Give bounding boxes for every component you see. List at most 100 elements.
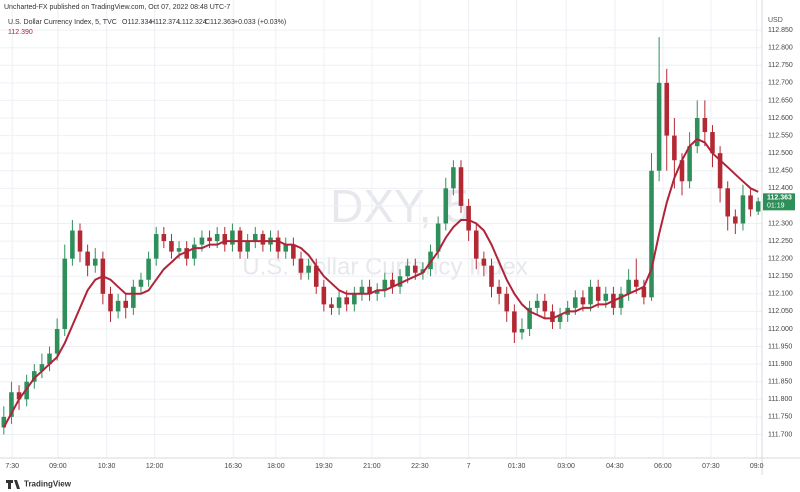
candle-body xyxy=(298,258,304,273)
x-tick-label: 03:00 xyxy=(557,463,575,470)
x-tick-label: 7:30 xyxy=(5,463,19,470)
candle-body xyxy=(54,328,60,354)
symbol-line: U.S. Dollar Currency Index, 5, TVC xyxy=(8,19,117,26)
candle-body xyxy=(451,167,456,189)
candle-body xyxy=(649,170,654,298)
candle-body xyxy=(138,279,144,287)
candle-body xyxy=(85,251,90,266)
candle-body xyxy=(336,297,342,308)
y-tick-label: 111.950 xyxy=(768,343,792,350)
moving-average xyxy=(2,137,759,428)
candle-body xyxy=(214,234,220,242)
x-tick-label: 7 xyxy=(467,463,471,470)
x-tick-label: 07:30 xyxy=(702,463,720,470)
y-tick-label: 112.850 xyxy=(768,27,793,34)
candle-body xyxy=(321,286,327,305)
candle-body xyxy=(550,311,555,322)
ohlc-open: O112.334 xyxy=(122,19,152,26)
brand: TradingView xyxy=(24,480,72,489)
candle-body xyxy=(39,364,45,372)
candle-body xyxy=(397,276,403,287)
candle-body xyxy=(146,258,151,280)
y-tick-label: 112.200 xyxy=(768,255,793,262)
ohlc-high: H112.374 xyxy=(150,19,180,26)
candle-body xyxy=(260,234,266,245)
candle-body xyxy=(519,328,525,333)
candle-body xyxy=(694,118,700,147)
brand-logo xyxy=(6,480,20,489)
y-tick-label: 112.400 xyxy=(768,185,793,192)
candle-body xyxy=(382,279,388,291)
x-tick-label: 06:00 xyxy=(654,463,672,470)
x-tick-label: 16:30 xyxy=(224,463,242,470)
candle-body xyxy=(702,118,708,133)
candle-body xyxy=(557,314,563,322)
candle-body xyxy=(641,286,647,298)
y-tick-label: 112.500 xyxy=(768,150,793,157)
candle-body xyxy=(199,237,205,245)
candle-body xyxy=(603,293,609,301)
y-tick-label: 111.800 xyxy=(768,396,792,403)
candle-body xyxy=(405,265,410,277)
candle-body xyxy=(70,230,75,259)
candle-body xyxy=(374,290,380,294)
candle-body xyxy=(77,230,83,252)
x-tick-label: 04:30 xyxy=(606,463,624,470)
y-tick-label: 112.100 xyxy=(768,291,793,298)
candle-body xyxy=(275,237,281,252)
y-tick-label: 111.700 xyxy=(768,431,792,438)
candle-body xyxy=(92,258,98,266)
y-tick-label: 111.850 xyxy=(768,379,792,386)
candle-body xyxy=(534,300,540,308)
currency: USD xyxy=(768,17,783,24)
ma-value: 112.390 xyxy=(8,29,33,36)
candle-body xyxy=(230,230,235,245)
candle-body xyxy=(359,286,365,294)
last-price: 112.363 xyxy=(767,195,792,202)
y-tick-label: 112.150 xyxy=(768,273,793,280)
candle-body xyxy=(428,251,433,270)
y-tick-label: 112.000 xyxy=(768,326,793,333)
candle-body xyxy=(207,237,212,242)
y-tick-label: 112.550 xyxy=(768,132,793,139)
candle-body xyxy=(306,265,311,273)
candle-body xyxy=(580,297,586,305)
candle-body xyxy=(153,234,159,259)
candle-body xyxy=(291,244,296,259)
candle-body xyxy=(176,248,182,252)
candle-body xyxy=(32,371,37,382)
candle-body xyxy=(542,300,548,312)
candle-body xyxy=(458,167,464,206)
candle-body xyxy=(588,286,593,305)
candle-body xyxy=(504,293,510,312)
y-tick-label: 112.300 xyxy=(768,220,793,227)
candle-body xyxy=(131,286,136,308)
y-tick-label: 112.650 xyxy=(768,97,793,104)
candle-body xyxy=(62,258,68,329)
candle-body xyxy=(755,201,761,212)
candle-body xyxy=(420,269,426,273)
candle-body xyxy=(283,244,289,252)
y-tick-label: 112.700 xyxy=(768,80,793,87)
candle-body xyxy=(489,265,494,287)
candle-body xyxy=(664,82,670,136)
candle-body xyxy=(123,300,129,308)
candle-body xyxy=(740,195,746,224)
candle-body xyxy=(626,279,631,294)
x-tick-label: 18:00 xyxy=(267,463,285,470)
candle-body xyxy=(47,353,52,365)
ohlc-change: +0.033 (+0.03%) xyxy=(234,19,286,26)
candle-body xyxy=(710,132,715,154)
candle-body xyxy=(573,297,578,308)
candle-body xyxy=(527,307,532,329)
candle-body xyxy=(595,286,601,301)
x-tick-label: 09:0 xyxy=(750,463,764,470)
candle-body xyxy=(656,82,662,171)
candle-body xyxy=(443,188,449,224)
price-badge xyxy=(763,193,795,211)
candle-body xyxy=(115,300,121,312)
candle-body xyxy=(169,241,174,252)
x-tick-label: 19:30 xyxy=(315,463,333,470)
candle-body xyxy=(192,244,197,259)
